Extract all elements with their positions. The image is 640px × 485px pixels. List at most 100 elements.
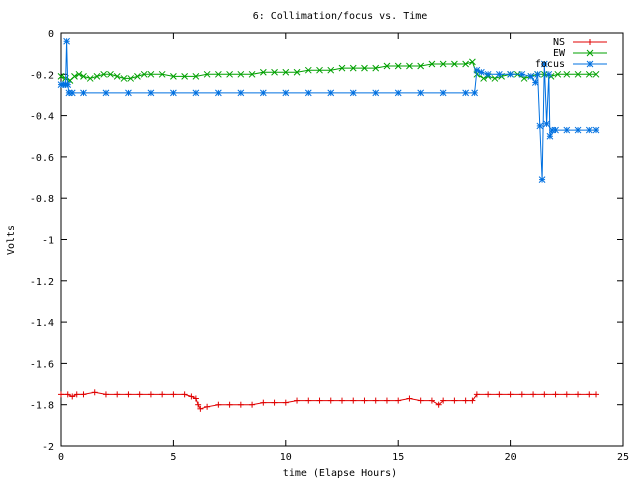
data-point-ns: [593, 391, 600, 398]
data-point-ew: [563, 70, 571, 78]
data-point-focus: [545, 70, 553, 78]
data-point-focus: [170, 89, 177, 97]
data-point-focus: [496, 70, 503, 78]
data-point-ew: [226, 70, 233, 78]
data-point-ew: [383, 62, 391, 70]
data-point-ew: [80, 73, 87, 80]
data-point-ns: [395, 397, 402, 404]
data-point-focus: [125, 89, 132, 97]
data-point-focus: [531, 79, 539, 86]
data-point-ew: [271, 68, 278, 76]
data-point-ew: [93, 73, 101, 80]
y-tick-label: -1: [42, 236, 54, 247]
data-point-ns: [294, 397, 301, 404]
data-point-focus: [439, 89, 447, 97]
data-point-ew: [372, 64, 380, 72]
x-tick-label: 20: [505, 452, 517, 463]
data-point-focus: [546, 132, 554, 140]
data-point-focus: [478, 68, 485, 76]
data-point-ew: [75, 70, 83, 78]
data-point-ns: [271, 399, 278, 406]
data-point-ns: [428, 397, 435, 404]
data-point-ew: [293, 68, 301, 76]
data-point-ns: [462, 397, 469, 404]
data-point-ns: [204, 403, 211, 410]
data-point-ns: [170, 391, 177, 398]
data-point-focus: [349, 89, 357, 97]
data-point-ns: [64, 391, 71, 398]
data-point-focus: [192, 89, 200, 97]
legend-label-ew: EW: [553, 48, 566, 59]
data-point-focus: [304, 89, 312, 97]
legend-marker-ns: [587, 39, 593, 45]
data-point-ns: [473, 391, 480, 398]
data-point-ns: [586, 391, 593, 398]
legend-marker-ew: [586, 49, 594, 57]
data-point-ns: [530, 391, 537, 398]
data-point-ew: [394, 62, 402, 70]
series-line-ew: [60, 61, 596, 82]
data-point-ew: [316, 66, 323, 74]
data-point-ns: [575, 391, 582, 398]
data-point-focus: [471, 89, 478, 97]
data-point-focus: [259, 89, 267, 97]
series-layer: [57, 37, 600, 412]
x-tick-label: 10: [280, 452, 292, 463]
x-tick-label: 5: [170, 452, 176, 463]
data-point-ew: [134, 73, 141, 80]
data-point-ns: [485, 391, 492, 398]
data-point-ew: [203, 70, 211, 78]
data-point-ew: [417, 62, 425, 70]
data-point-ew: [304, 66, 312, 74]
data-point-ew: [361, 64, 368, 72]
data-point-focus: [585, 126, 593, 134]
data-point-ew: [107, 70, 114, 78]
data-point-ns: [372, 397, 379, 404]
data-point-ns: [73, 391, 80, 398]
data-point-focus: [282, 89, 290, 97]
data-point-ew: [428, 60, 436, 68]
data-point-ns: [518, 391, 525, 398]
data-point-ns: [440, 397, 447, 404]
data-point-focus: [538, 176, 546, 183]
data-point-focus: [63, 37, 70, 45]
data-point-focus: [534, 70, 541, 78]
data-point-ns: [197, 405, 204, 412]
data-point-focus: [527, 73, 535, 80]
legend-marker-focus: [586, 60, 594, 68]
data-point-ew: [439, 60, 447, 68]
data-point-ns: [451, 397, 458, 404]
data-point-ns: [350, 397, 357, 404]
data-point-ns: [58, 391, 64, 398]
tick-labels: 0 5 10 15 20 25 0 -0.2 -0.4 -0.6 -0.8 -1 -1.2 -1.4 -1.…: [30, 29, 629, 463]
y-axis-label: Volts: [6, 225, 17, 255]
data-point-ns: [496, 391, 503, 398]
y-tick-label: -1.2: [30, 277, 54, 288]
x-tick-label: 15: [392, 452, 404, 463]
data-point-focus: [507, 70, 514, 78]
data-point-ew: [86, 75, 94, 82]
data-point-ns: [114, 391, 121, 398]
data-point-focus: [518, 70, 526, 78]
y-tick-label: -1.6: [30, 359, 54, 370]
data-point-ns: [188, 393, 195, 400]
data-point-ew: [282, 68, 290, 76]
data-point-ns: [282, 399, 289, 406]
legend-label-ns: NS: [553, 37, 565, 48]
data-point-focus: [215, 89, 222, 97]
data-point-ns: [435, 401, 442, 408]
data-point-focus: [147, 89, 155, 97]
data-point-ew: [338, 64, 346, 72]
data-point-ew: [462, 60, 469, 68]
data-point-focus: [484, 70, 492, 78]
data-point-focus: [80, 89, 87, 97]
data-point-focus: [574, 126, 582, 134]
data-point-ns: [91, 389, 98, 396]
data-point-ns: [237, 401, 244, 408]
data-point-focus: [102, 89, 110, 97]
series-focus: [57, 37, 600, 183]
data-point-ew: [406, 62, 413, 70]
data-point-ns: [181, 391, 188, 398]
data-point-ew: [585, 70, 593, 78]
